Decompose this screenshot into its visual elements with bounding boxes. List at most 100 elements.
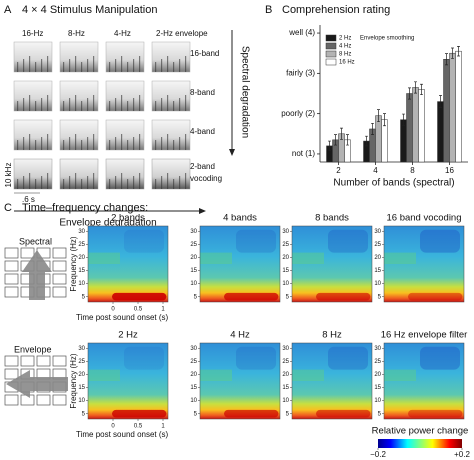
heatmap-frame — [291, 225, 373, 303]
spectrogram-streak — [173, 62, 175, 72]
y-tick-label: 5 — [82, 294, 86, 300]
y-tick-label: 15 — [282, 385, 289, 391]
y-tick-label: 10 — [282, 281, 289, 287]
heatmap-frame — [87, 342, 169, 420]
spectrogram-streak — [115, 59, 117, 72]
spectrogram-streak — [75, 134, 77, 150]
column-label: 8-Hz — [68, 29, 85, 38]
heatmap-dip — [328, 229, 368, 253]
error-bar — [402, 113, 405, 126]
spectrogram-streak — [133, 176, 135, 189]
heatmap-dip — [124, 229, 164, 253]
heatmap-blob — [408, 409, 463, 418]
y-tick-label: 20 — [374, 372, 381, 378]
y-tick-label: 20 — [282, 372, 289, 378]
y-tick-label: 15 — [190, 268, 197, 274]
x-axis-label: Time post sound onset (s) — [76, 313, 169, 322]
icon-cell — [4, 355, 19, 367]
spectrogram-thumb — [151, 158, 191, 190]
y-tick-label: 20 — [190, 372, 197, 378]
row-label: 16-band — [190, 49, 219, 58]
spectrogram-streak — [81, 140, 83, 150]
spectrogram-streak — [185, 134, 187, 150]
chart-title: Comprehension rating — [282, 4, 390, 16]
y-tick-label: 10 — [374, 281, 381, 287]
heatmap-frame — [87, 225, 169, 303]
y-tick-label: 15 — [374, 385, 381, 391]
heatmap — [200, 343, 280, 419]
spectrogram-thumb — [105, 80, 145, 112]
heatmap-band — [384, 369, 416, 381]
spectrogram-thumb — [13, 80, 53, 112]
y-tick-label: 10 — [190, 398, 197, 404]
heatmap — [200, 226, 280, 302]
spectrogram-streak — [81, 179, 83, 189]
x-tick-label: 2 — [336, 166, 341, 175]
spectrogram-streak — [93, 95, 95, 111]
heatmap — [292, 226, 372, 302]
y-tick-label: 5 — [286, 411, 290, 417]
spectrogram-streak — [93, 173, 95, 189]
heatmap-dip — [420, 346, 460, 370]
freq-label: 10 kHz — [4, 163, 13, 188]
icon-cell — [52, 355, 67, 367]
colorbar-tick-label: +0.2 — [454, 450, 470, 459]
error-bar — [414, 81, 417, 94]
spectrogram-streak — [93, 134, 95, 150]
spectrogram-streak — [93, 56, 95, 72]
spectrogram-streak — [35, 101, 37, 111]
spectrogram-thumb — [59, 41, 99, 73]
y-tick-label: 5 — [286, 294, 290, 300]
error-bar — [334, 134, 337, 146]
y-tick-label: 15 — [282, 268, 289, 274]
spectrogram-streak — [35, 179, 37, 189]
legend-label: 4 Hz — [339, 44, 351, 50]
y-tick-label: 30 — [282, 346, 289, 352]
heatmap — [88, 226, 168, 302]
icon-label-bg — [12, 344, 54, 355]
bar — [418, 89, 425, 163]
heatmap-title: 4 bands — [223, 213, 257, 224]
spectrogram-streak — [173, 140, 175, 150]
x-arrow-head — [199, 208, 206, 214]
spectrogram-streak — [179, 137, 181, 150]
legend-swatch — [325, 50, 337, 58]
bar — [375, 115, 382, 163]
bar — [443, 59, 450, 163]
colorbar-label: Relative power change — [372, 426, 469, 437]
y-tick-label: 30 — [190, 229, 197, 235]
spectrogram-streak — [133, 98, 135, 111]
error-bar — [340, 127, 343, 140]
legend-label: 16 Hz — [339, 60, 355, 66]
spectrogram-thumb — [13, 119, 53, 151]
time-label: .6 s — [22, 195, 35, 204]
spectrogram-streak — [63, 62, 65, 72]
spectrogram-streak — [133, 137, 135, 150]
bar — [412, 87, 419, 163]
heatmap — [384, 226, 464, 302]
heatmap-title: 16 Hz envelope filter — [381, 330, 468, 341]
heatmap-band — [200, 252, 232, 264]
stimulus-icon — [4, 355, 68, 406]
x-tick-label: 0 — [111, 424, 115, 430]
spectrogram-thumb — [105, 158, 145, 190]
icon-cell — [52, 394, 67, 406]
heatmap-dip — [328, 346, 368, 370]
spectrogram-thumb — [59, 158, 99, 190]
icon-cell — [52, 286, 67, 298]
icon-arrow — [6, 370, 68, 398]
spectrogram-streak — [63, 140, 65, 150]
heatmap-band — [200, 369, 232, 381]
y-tick-label: 10 — [190, 281, 197, 287]
spectrogram-streak — [167, 56, 169, 72]
spectrogram-streak — [23, 176, 25, 189]
heatmap-dip — [236, 229, 276, 253]
spectrogram-streak — [115, 137, 117, 150]
y-tick-label: 30 — [374, 229, 381, 235]
x-axis-label: Time post sound onset (s) — [76, 430, 169, 439]
icon-cell — [52, 273, 67, 285]
spectrogram-streak — [47, 134, 49, 150]
spectrogram-streak — [179, 59, 181, 72]
spectrogram-streak — [167, 173, 169, 189]
